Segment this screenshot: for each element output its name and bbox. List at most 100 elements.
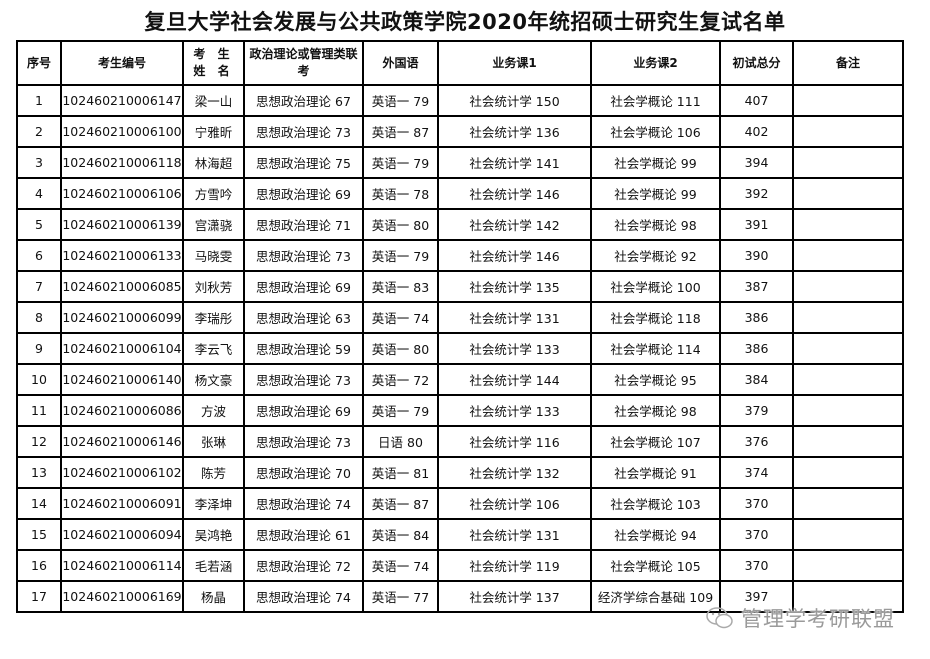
table-cell <box>792 425 904 458</box>
table-cell: 386 <box>719 301 794 334</box>
table-cell: 407 <box>719 84 794 117</box>
header-row: 序号 考生编号考 生 姓 名政治理论或管理类联考 外国语 业务课1 业务课2 初试总分 备注 <box>16 40 904 86</box>
table-cell: 社会统计学 144 <box>437 363 592 396</box>
table-cell: 宫潇骁 <box>182 208 245 241</box>
table-cell: 102460210006086 <box>60 394 184 427</box>
column-header: 考 生 姓 名 <box>182 40 245 86</box>
table-cell: 宁雅昕 <box>182 115 245 148</box>
table-cell: 社会统计学 133 <box>437 332 592 365</box>
table-cell: 社会学概论 98 <box>590 208 721 241</box>
table-row: 17 102460210006169 杨晶 思想政治理论 74 英语一 77 社会统计学 … <box>16 580 904 613</box>
table-cell: 7 <box>16 270 62 303</box>
table-cell: 374 <box>719 456 794 489</box>
table-cell <box>792 146 904 179</box>
table-cell: 102460210006133 <box>60 239 184 272</box>
table-cell: 8 <box>16 301 62 334</box>
column-header: 序号 <box>16 40 62 86</box>
column-header: 初试总分 <box>719 40 794 86</box>
table-cell: 社会学概论 114 <box>590 332 721 365</box>
table-row: 15 102460210006094 吴鸿艳 思想政治理论 61 英语一 84 社会统计学… <box>16 518 904 551</box>
page-title: 复旦大学社会发展与公共政策学院2020年统招硕士研究生复试名单 <box>144 10 786 34</box>
table-cell: 思想政治理论 67 <box>243 84 364 117</box>
table-cell: 102460210006104 <box>60 332 184 365</box>
table-cell <box>792 115 904 148</box>
table-cell <box>792 394 904 427</box>
table-row: 1 102460210006147 梁一山 思想政治理论 67 英语一 79 社会统计学 … <box>16 84 904 117</box>
table-cell: 386 <box>719 332 794 365</box>
table-cell: 社会统计学 132 <box>437 456 592 489</box>
table-cell: 思想政治理论 75 <box>243 146 364 179</box>
table-cell <box>792 456 904 489</box>
table-cell: 16 <box>16 549 62 582</box>
wechat-icon <box>706 607 733 629</box>
table-cell: 社会统计学 131 <box>437 301 592 334</box>
table-cell: 102460210006099 <box>60 301 184 334</box>
watermark: 管理学考研联盟 <box>705 603 895 633</box>
table-row: 4 102460210006106 方雪吟 思想政治理论 69 英语一 78 社会统计学 … <box>16 177 904 210</box>
table-cell: 杨晶 <box>182 580 245 613</box>
table-cell: 12 <box>16 425 62 458</box>
table-cell: 陈芳 <box>182 456 245 489</box>
table-cell: 李泽坤 <box>182 487 245 520</box>
column-header: 备注 <box>792 40 904 86</box>
table-cell: 6 <box>16 239 62 272</box>
table-cell: 英语一 84 <box>362 518 439 551</box>
table-cell: 思想政治理论 74 <box>243 580 364 613</box>
table-cell: 日语 80 <box>362 425 439 458</box>
table-cell: 102460210006094 <box>60 518 184 551</box>
table-cell: 394 <box>719 146 794 179</box>
table-cell: 社会学概论 105 <box>590 549 721 582</box>
table-cell: 13 <box>16 456 62 489</box>
table-cell: 思想政治理论 73 <box>243 239 364 272</box>
table-cell: 英语一 81 <box>362 456 439 489</box>
table-row: 8 102460210006099 李瑞彤 思想政治理论 63 英语一 74 社会统计学 … <box>16 301 904 334</box>
table-cell: 402 <box>719 115 794 148</box>
table-cell: 社会统计学 133 <box>437 394 592 427</box>
table-cell: 社会统计学 135 <box>437 270 592 303</box>
table-cell: 英语一 79 <box>362 394 439 427</box>
table-cell: 社会统计学 106 <box>437 487 592 520</box>
column-header: 政治理论或管理类联考 <box>243 40 364 86</box>
candidate-table: 序号 考生编号考 生 姓 名政治理论或管理类联考 外国语 业务课1 业务课2 初试总分 备注… <box>16 40 904 613</box>
table-cell <box>792 301 904 334</box>
table-cell: 吴鸿艳 <box>182 518 245 551</box>
table-cell: 李云飞 <box>182 332 245 365</box>
table-cell: 社会学概论 106 <box>590 115 721 148</box>
table-row: 6 102460210006133 马晓雯 思想政治理论 73 英语一 79 社会统计学 … <box>16 239 904 272</box>
table-cell: 社会统计学 150 <box>437 84 592 117</box>
table-cell: 英语一 78 <box>362 177 439 210</box>
table-cell: 397 <box>719 580 794 613</box>
table-cell: 10 <box>16 363 62 396</box>
table-row: 13 102460210006102 陈芳 思想政治理论 70 英语一 81 社会统计学 … <box>16 456 904 489</box>
table-cell: 英语一 74 <box>362 301 439 334</box>
table-cell <box>792 549 904 582</box>
table-cell: 102460210006169 <box>60 580 184 613</box>
table-cell: 刘秋芳 <box>182 270 245 303</box>
table-cell: 社会学概论 94 <box>590 518 721 551</box>
table-cell: 3 <box>16 146 62 179</box>
table-cell: 思想政治理论 63 <box>243 301 364 334</box>
table-cell: 思想政治理论 73 <box>243 363 364 396</box>
table-cell: 102460210006106 <box>60 177 184 210</box>
table-cell: 思想政治理论 73 <box>243 425 364 458</box>
table-cell: 思想政治理论 69 <box>243 177 364 210</box>
table-cell: 102460210006118 <box>60 146 184 179</box>
table-cell: 14 <box>16 487 62 520</box>
table-cell: 马晓雯 <box>182 239 245 272</box>
table-cell: 102460210006140 <box>60 363 184 396</box>
table-cell: 2 <box>16 115 62 148</box>
table-cell: 思想政治理论 59 <box>243 332 364 365</box>
table-cell: 4 <box>16 177 62 210</box>
table-cell: 英语一 72 <box>362 363 439 396</box>
table-row: 16 102460210006114 毛若涵 思想政治理论 72 英语一 74 社会统计学… <box>16 549 904 582</box>
table-cell: 英语一 79 <box>362 146 439 179</box>
table-cell: 思想政治理论 71 <box>243 208 364 241</box>
table-cell: 毛若涵 <box>182 549 245 582</box>
table-cell: 社会学概论 118 <box>590 301 721 334</box>
table-cell: 思想政治理论 69 <box>243 270 364 303</box>
table-cell: 方雪吟 <box>182 177 245 210</box>
table-cell: 社会学概论 99 <box>590 146 721 179</box>
table-cell: 社会学概论 107 <box>590 425 721 458</box>
table-cell: 杨文豪 <box>182 363 245 396</box>
table-cell: 英语一 80 <box>362 208 439 241</box>
